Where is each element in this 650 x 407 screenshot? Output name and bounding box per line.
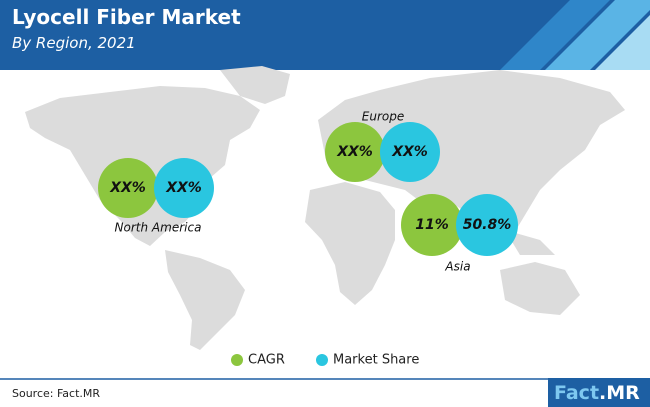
legend-label: Market Share: [333, 353, 419, 368]
logo: Fact.MR: [554, 382, 640, 404]
cagr-value: XX%: [109, 180, 146, 196]
title: Lyocell Fiber Market: [12, 5, 241, 29]
cagr-bubble: [401, 194, 463, 256]
header-stripe: [595, 15, 650, 70]
logo-suffix: .MR: [599, 382, 640, 404]
source: Source: Fact.MR: [12, 387, 100, 400]
europe-group: XX% XX% Europe: [325, 110, 440, 182]
legend-label: CAGR: [248, 353, 285, 368]
header-stripe: [545, 0, 650, 70]
header-stripe: [500, 0, 610, 70]
cagr-value: 11%: [415, 217, 449, 233]
logo-box: [548, 378, 650, 407]
region-label: Europe: [362, 110, 404, 124]
cagr-bubble: [325, 122, 385, 182]
north-america-group: XX% XX% North America: [98, 158, 214, 235]
share-bubble: [380, 122, 440, 182]
region-label: North America: [115, 221, 202, 235]
share-bubble: [154, 158, 214, 218]
cagr-value: XX%: [336, 144, 373, 160]
share-value: XX%: [391, 144, 428, 160]
region-label: Asia: [444, 260, 470, 274]
share-value: XX%: [165, 180, 202, 196]
asia-group: 11% 50.8% Asia: [401, 194, 518, 274]
legend-swatch: [231, 354, 243, 366]
legend-swatch: [316, 354, 328, 366]
share-value: 50.8%: [463, 217, 512, 233]
share-bubble: [456, 194, 518, 256]
cagr-bubble: [98, 158, 158, 218]
logo-brand: Fact: [554, 382, 599, 404]
subtitle: By Region, 2021: [12, 34, 136, 52]
